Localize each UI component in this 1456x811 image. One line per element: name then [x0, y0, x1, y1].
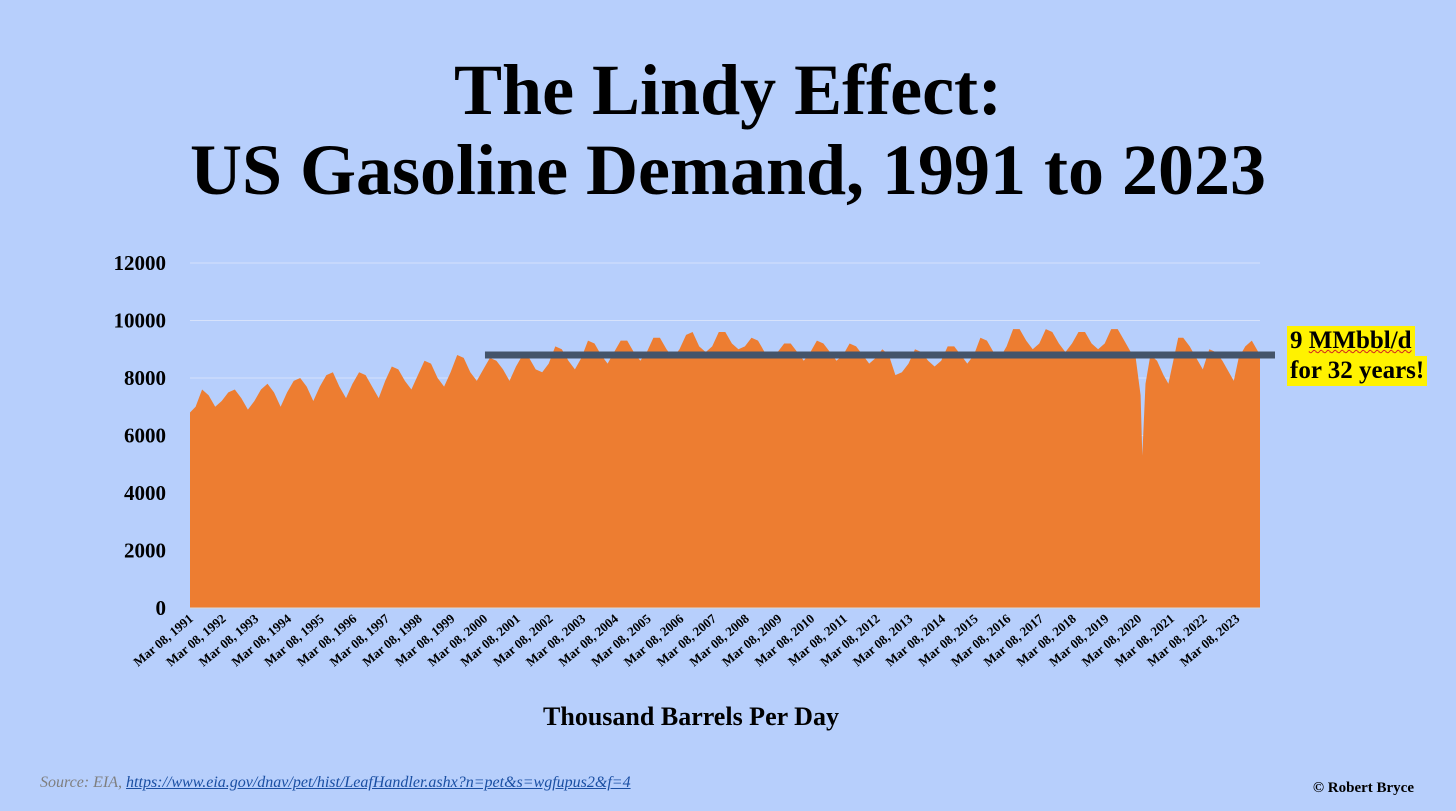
source-link[interactable]: https://www.eia.gov/dnav/pet/hist/LeafHa… — [126, 774, 631, 791]
callout-line-2: for 32 years! — [1287, 356, 1428, 386]
x-axis-title: Thousand Barrels Per Day — [543, 702, 839, 731]
chart-title-line-1: The Lindy Effect: — [454, 50, 1002, 130]
y-tick-label: 4000 — [124, 481, 166, 505]
chart-title: The Lindy Effect: US Gasoline Demand, 19… — [0, 50, 1456, 210]
demand-area — [190, 329, 1260, 608]
y-tick-label: 12000 — [114, 251, 167, 275]
y-tick-label: 6000 — [124, 424, 166, 448]
y-tick-label: 8000 — [124, 366, 166, 390]
callout-unit: MMbbl/d — [1308, 327, 1412, 354]
callout-box: 9 MMbbl/d for 32 years! — [1287, 326, 1428, 386]
copyright-note: © Robert Bryce — [1312, 780, 1414, 796]
chart-title-line-2: US Gasoline Demand, 1991 to 2023 — [189, 130, 1267, 210]
y-axis-tick-labels: 0 2000 4000 6000 8000 10000 12000 — [114, 251, 167, 620]
source-label: Source: EIA, — [40, 774, 127, 791]
y-tick-label: 2000 — [124, 539, 166, 563]
source-note: Source: EIA, https://www.eia.gov/dnav/pe… — [40, 774, 631, 792]
y-tick-label: 10000 — [114, 309, 167, 333]
callout-line-1-prefix: 9 — [1290, 327, 1309, 354]
callout-line-1: 9 MMbbl/d — [1287, 326, 1415, 356]
y-tick-label: 0 — [156, 596, 167, 620]
